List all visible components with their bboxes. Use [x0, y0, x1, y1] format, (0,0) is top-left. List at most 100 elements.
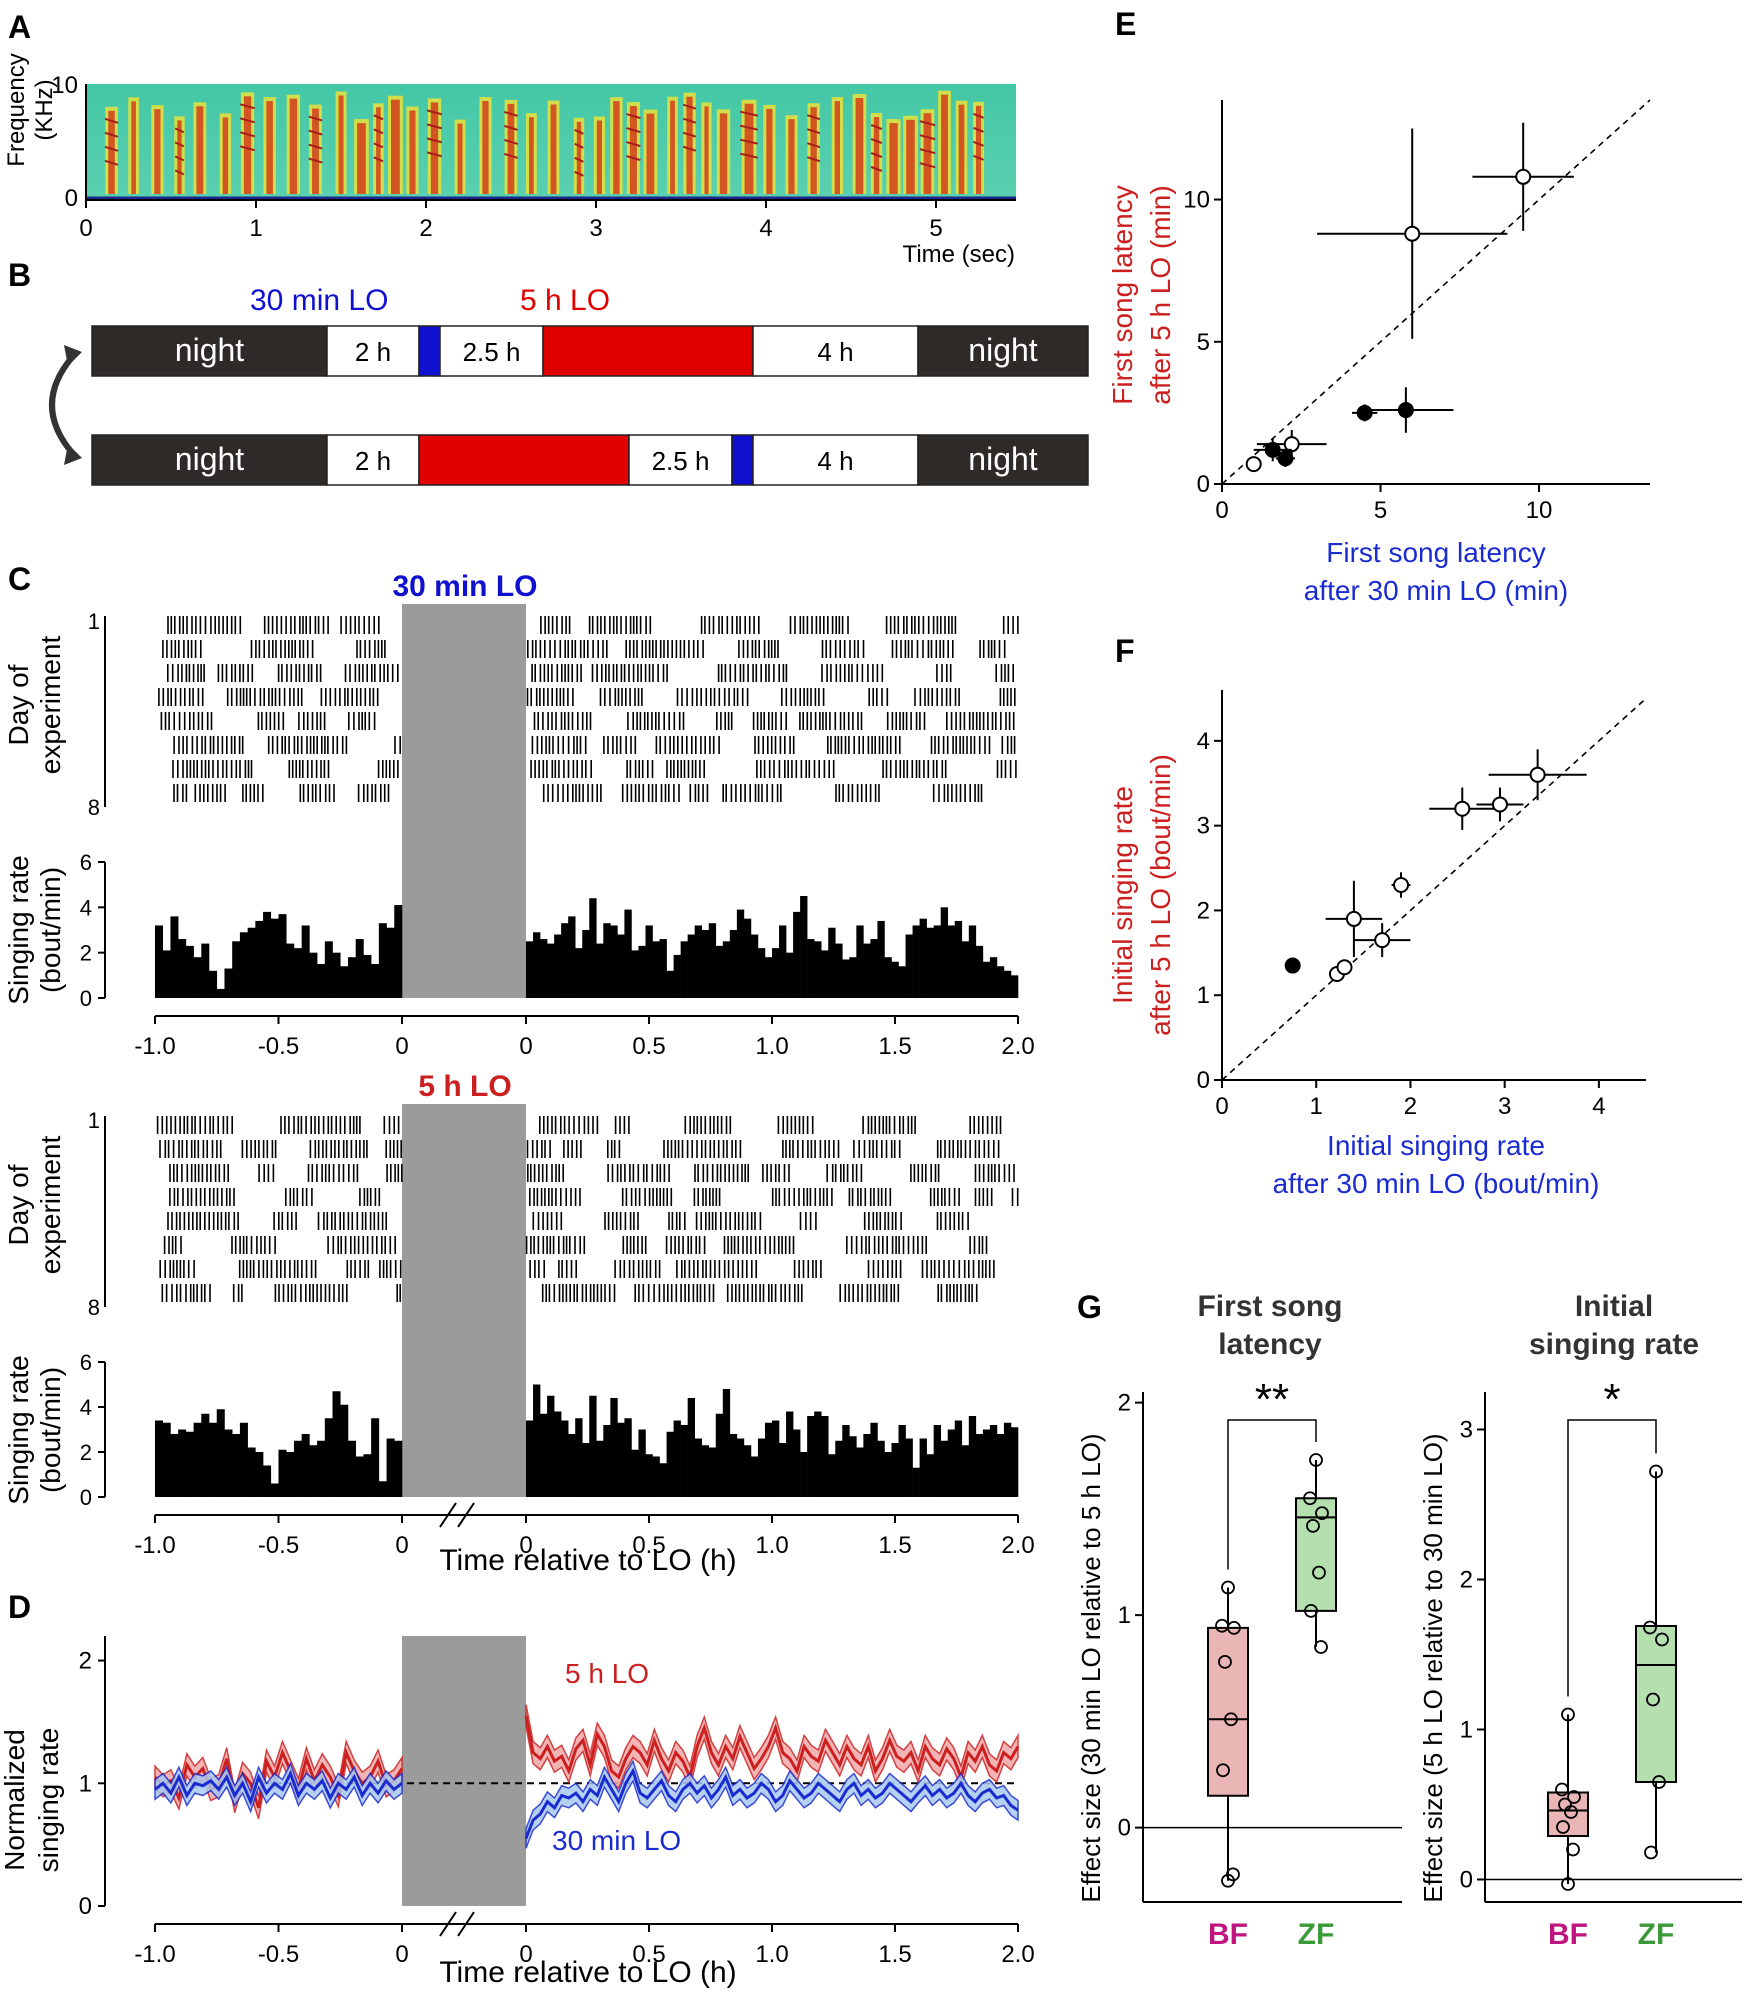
panel-d-plot: 0 1 2 -1.0 -0.5 0 0 0.5 1.0 1.5 2.0 [79, 1636, 1035, 1968]
panel-g-left-title-1: First song [1197, 1290, 1342, 1323]
histogram-bar [687, 934, 695, 998]
x-tick-label: 1.0 [755, 1532, 788, 1559]
histogram-bar [750, 1456, 759, 1497]
x-tick-label: 10 [1526, 497, 1553, 524]
histogram-bar [575, 948, 583, 998]
histogram-bar [355, 939, 364, 998]
histogram-bar [193, 1422, 202, 1497]
histogram-bar [255, 920, 264, 998]
syllable-harmonic [739, 138, 759, 145]
histogram-bar [870, 1422, 878, 1497]
panel-c-bottom-plots: 0 2 4 6 -1.0 -0.5 0 0 0.5 1.0 1.5 2.0 [80, 1104, 1035, 1559]
syllable-harmonic [682, 131, 697, 138]
syllable [889, 123, 898, 194]
histogram-bar [793, 1429, 801, 1497]
y-tick-label: 2 [1118, 1390, 1131, 1417]
data-point [1567, 1790, 1581, 1804]
x-tick-label: 1 [249, 215, 262, 242]
data-point [1529, 766, 1546, 783]
histogram-bar [324, 941, 333, 998]
syllable [457, 123, 463, 194]
panel-g-right-plot: 0 1 2 3 BF ZF * [1460, 1375, 1742, 1951]
data-point [1556, 1820, 1570, 1834]
histogram-bar [680, 941, 688, 998]
hist-bottom-ylabel-2: (bout/min) [35, 1367, 66, 1493]
x-tick-label: 2.0 [1001, 1033, 1034, 1060]
axis-break [439, 1911, 457, 1937]
histogram-bar [856, 1447, 864, 1497]
y-tick-label: 1 [1197, 982, 1210, 1009]
hist-bottom-ylabel-1: Singing rate [3, 1355, 34, 1504]
axis-break [457, 1911, 475, 1937]
y-tick-label: 2 [79, 1648, 92, 1675]
histogram-bar [162, 950, 171, 998]
hist-top-ylabel-1: Singing rate [3, 855, 34, 1004]
histogram-bar [786, 952, 794, 998]
histogram-bar [919, 918, 927, 998]
data-point [1345, 910, 1362, 927]
histogram-bar [828, 1454, 836, 1497]
histogram-bar [394, 905, 403, 998]
histogram-bar [201, 1413, 210, 1497]
syllable-harmonic [504, 110, 518, 117]
syllable-harmonic [870, 152, 883, 158]
panel-f-xlabel-2: after 30 min LO (bout/min) [1273, 1168, 1600, 1199]
histogram-bar [708, 1447, 717, 1497]
y-tick-label: 0 [1118, 1815, 1131, 1842]
identity-line [1221, 99, 1651, 485]
histogram-bar [772, 948, 780, 998]
data-point [1283, 436, 1300, 453]
panel-a-ylabel-2: (KHz) [31, 79, 58, 140]
data-point [1312, 1565, 1326, 1580]
syllable-harmonic [870, 124, 883, 130]
histogram-bar [968, 1416, 977, 1497]
series-5h-lo-band [525, 1704, 1019, 1791]
histogram-bar [363, 954, 372, 998]
syllable-harmonic [919, 134, 936, 141]
panel-g-left-title-2: latency [1218, 1328, 1322, 1361]
data-point [1356, 404, 1373, 421]
histogram-bar [954, 1420, 963, 1497]
data-point [1224, 1712, 1238, 1727]
panel-c-bottom-title: 5 h LO [418, 1070, 511, 1103]
syllable [243, 96, 252, 194]
histogram-bar [729, 1434, 738, 1497]
histogram-bar [722, 1389, 731, 1497]
syllable-harmonic [806, 114, 821, 121]
histogram-bar [386, 927, 395, 998]
histogram-bar [694, 925, 703, 998]
histogram-bar [162, 1422, 171, 1497]
y-tick-label: 3 [1197, 813, 1210, 840]
histogram-bar [898, 966, 906, 998]
histogram-bar [708, 923, 717, 998]
histogram-bar [877, 1440, 885, 1497]
histogram-bar [193, 957, 202, 998]
x-tick-label: 2 [1404, 1093, 1417, 1120]
histogram-bar [694, 1438, 703, 1497]
x-tick-label: 1.5 [878, 1532, 911, 1559]
x-tick-label: 2.0 [1001, 1532, 1034, 1559]
spectrogram-syllables [104, 90, 985, 194]
data-point [1227, 1620, 1241, 1635]
histogram-bar [526, 1420, 534, 1497]
histogram-bar [270, 1483, 279, 1497]
histogram-bar [631, 1449, 639, 1497]
schedule-label: 2 h [355, 337, 391, 367]
panel-c-top-plots: 0 2 4 6 -1.0 -0.5 0 0 0.5 1.0 1.5 2.0 [80, 604, 1035, 1060]
panel-d: D Normalized singing rate 012-1.0 -0.5 0 0 0… [0, 1589, 1035, 1989]
syllable [976, 105, 982, 194]
syllable-harmonic [682, 117, 697, 124]
syllable [430, 102, 439, 194]
schedule-blue [418, 325, 441, 377]
syllable [177, 120, 182, 194]
histogram-bar [603, 1425, 611, 1497]
histogram-bar [842, 1425, 850, 1497]
syllable-harmonic [373, 142, 384, 149]
x-tick-label: 0.5 [632, 1941, 665, 1968]
histogram-bar [687, 1398, 695, 1497]
schedule-label: 2 h [355, 446, 391, 476]
histogram-bar [982, 961, 991, 998]
x-tick-label: 4 [1592, 1093, 1605, 1120]
syllable [266, 101, 273, 194]
histogram-bar [610, 925, 618, 998]
